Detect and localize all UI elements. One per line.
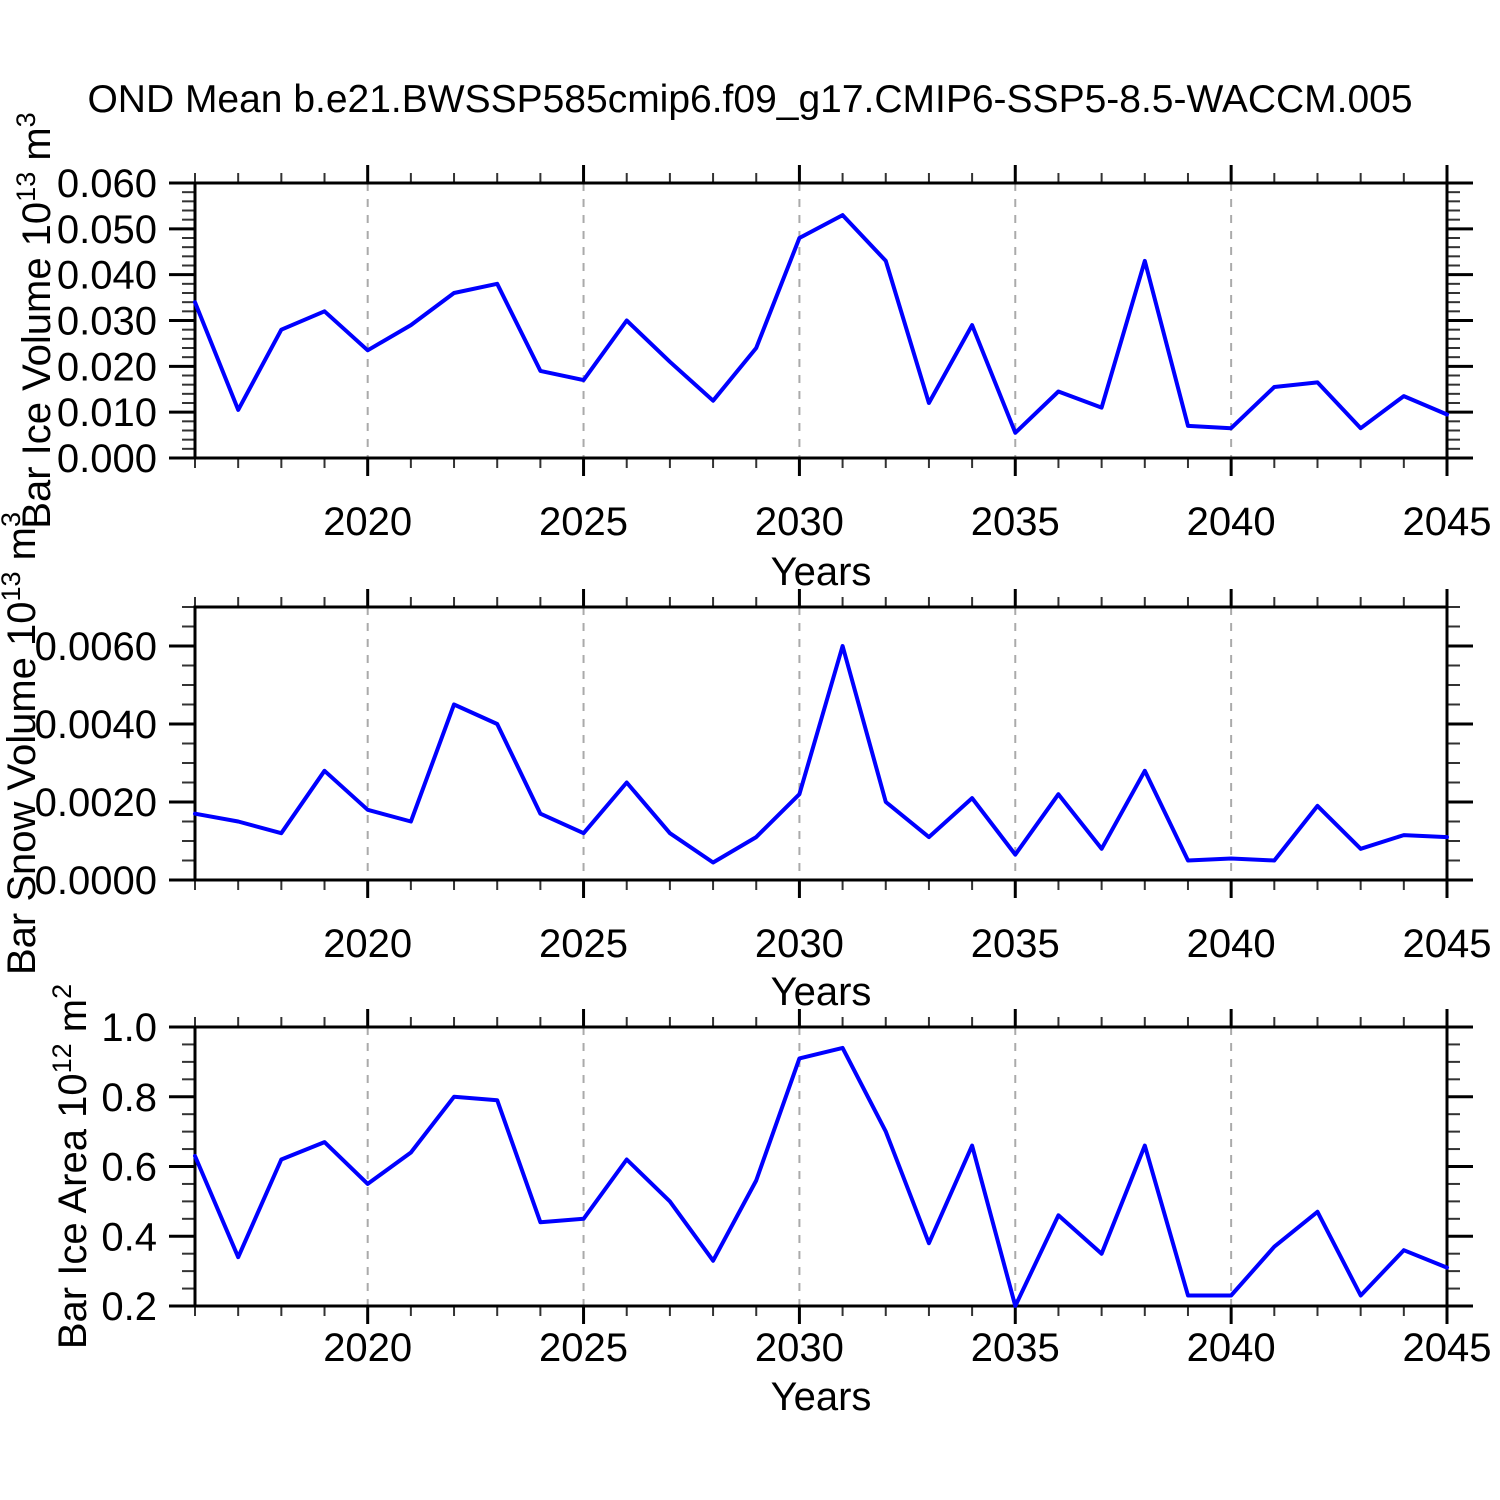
x-tick-label: 2020 [323, 500, 412, 544]
y-tick-label: 0.0020 [35, 781, 157, 825]
y-tick-label: 1.0 [101, 1006, 157, 1050]
series-line-ice-area [193, 1045, 1449, 1308]
plot-border [193, 181, 1449, 460]
y-tick-label: 0.040 [57, 254, 157, 298]
plot-ice-area: 0.2 0.4 0.6 0.8 1.0 2020 2025 2030 2035 2040 2045 Y… [47, 984, 1491, 1419]
y-axis-title: Bar Ice Area 1012 m2 [47, 984, 95, 1349]
y-tick-label: 0.0060 [35, 625, 157, 669]
series-line-snow-volume [193, 644, 1449, 865]
x-tick-label: 2025 [539, 500, 628, 544]
x-tick-label: 2040 [1187, 922, 1276, 966]
y-tick-label: 0.020 [57, 345, 157, 389]
x-tick-label: 2030 [755, 500, 844, 544]
x-tick-label: 2045 [1403, 922, 1492, 966]
plot-snow-volume: 0.0000 0.0020 0.0040 0.0060 2020 2025 2030 2035… [0, 512, 1491, 1014]
x-tick-label: 2020 [323, 1326, 412, 1370]
plot-border [193, 1025, 1449, 1308]
x-tick-label: 2040 [1187, 500, 1276, 544]
y-axis-title: Bar Ice Volume 1013 m3 [11, 112, 59, 528]
x-tick-label: 2025 [539, 922, 628, 966]
x-tick-label: 2030 [755, 922, 844, 966]
y-tick-label: 0.060 [57, 162, 157, 206]
x-tick-label: 2040 [1187, 1326, 1276, 1370]
x-tick-label: 2035 [971, 500, 1060, 544]
x-axis-title: Years [771, 1375, 872, 1419]
y-tick-label: 0.2 [101, 1285, 157, 1329]
x-tick-label: 2035 [971, 1326, 1060, 1370]
x-axis-title: Years [771, 550, 872, 594]
y-tick-label: 0.010 [57, 391, 157, 435]
y-tick-label: 0.8 [101, 1076, 157, 1120]
y-axis-title: Bar Snow Volume 1013 m3 [0, 512, 44, 975]
y-tick-label: 0.030 [57, 300, 157, 344]
x-tick-label: 2025 [539, 1326, 628, 1370]
x-tick-label: 2030 [755, 1326, 844, 1370]
y-tick-label: 0.0040 [35, 703, 157, 747]
y-tick-label: 0.6 [101, 1146, 157, 1190]
x-tick-label: 2035 [971, 922, 1060, 966]
y-tick-label: 0.0000 [35, 859, 157, 903]
y-tick-label: 0.000 [57, 437, 157, 481]
y-tick-label: 0.050 [57, 208, 157, 252]
x-tick-label: 2045 [1403, 500, 1492, 544]
x-axis-title: Years [771, 970, 872, 1014]
x-tick-label: 2020 [323, 922, 412, 966]
series-line-ice-volume [193, 213, 1449, 435]
y-tick-label: 0.4 [101, 1215, 157, 1259]
chart-title: OND Mean b.e21.BWSSP585cmip6.f09_g17.CMI… [87, 78, 1413, 121]
plot-border [193, 605, 1449, 882]
x-tick-label: 2045 [1403, 1326, 1492, 1370]
